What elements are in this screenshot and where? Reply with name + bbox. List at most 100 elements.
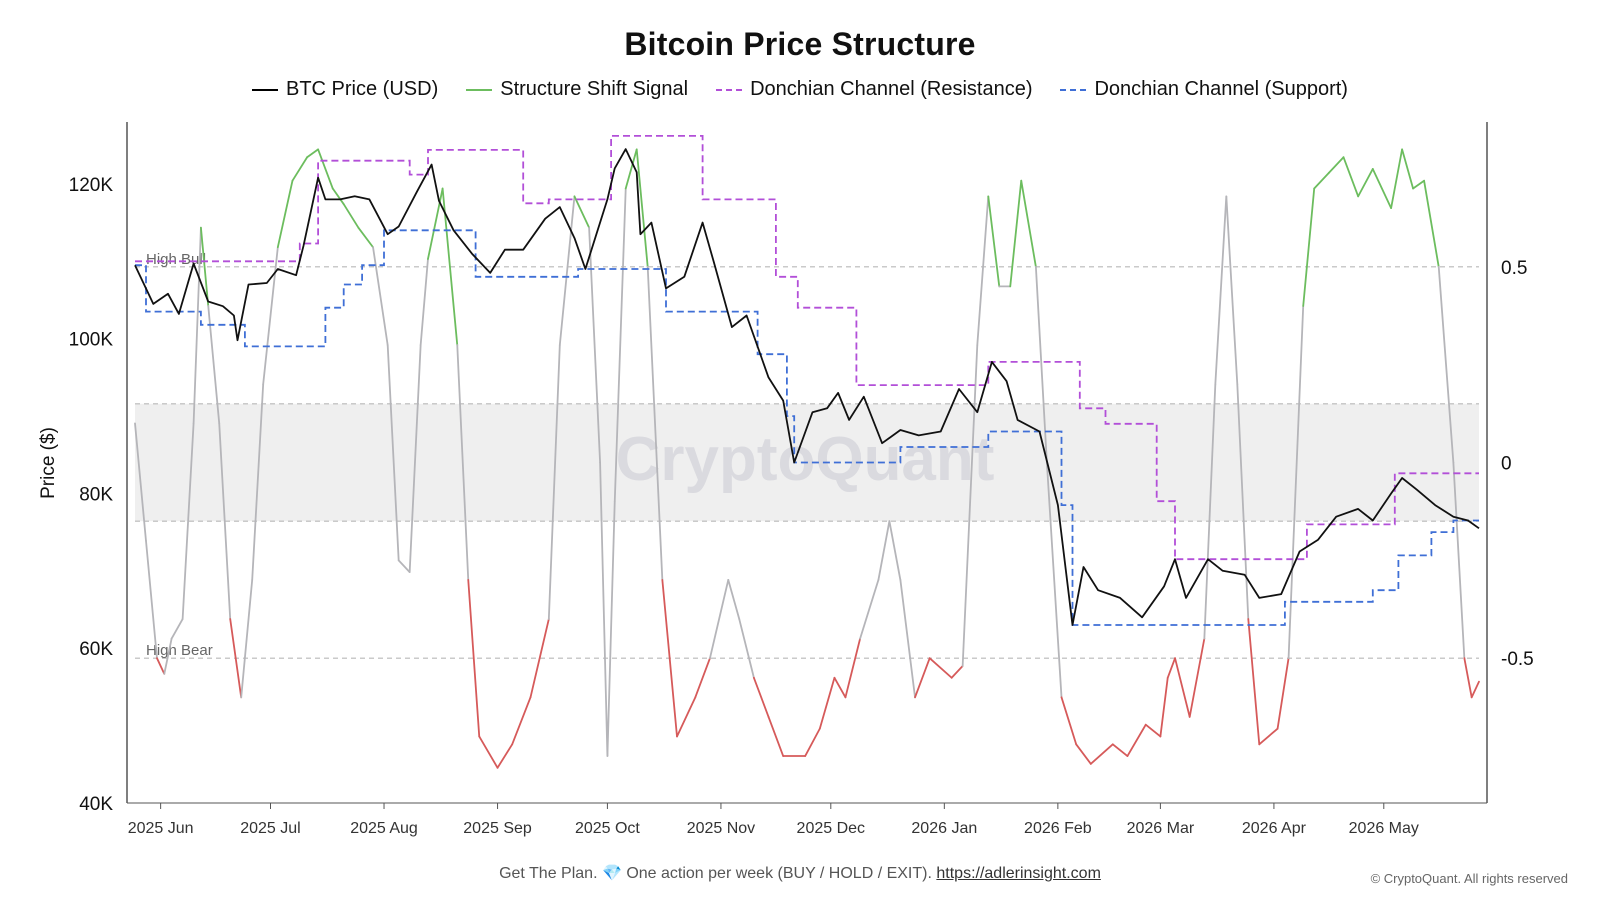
x-tick-label: 2025 Aug [350, 820, 418, 837]
signal-segment [181, 422, 195, 620]
signal-segment [558, 195, 576, 346]
legend-item-support[interactable]: Donchian Channel (Support) [1060, 78, 1348, 101]
signal-segment [709, 579, 730, 660]
signal-segment [1247, 618, 1261, 746]
signal-segment [1126, 723, 1147, 757]
legend-item-signal[interactable]: Structure Shift Signal [466, 78, 688, 101]
signal-segment [357, 226, 374, 249]
signal-segment [317, 148, 334, 190]
x-tick-label: 2026 Feb [1024, 820, 1092, 837]
signal-segment [767, 715, 785, 757]
signal-segment [646, 265, 664, 581]
series-resistance [135, 135, 1479, 561]
signal-segment [342, 203, 360, 229]
signal-segment [888, 520, 902, 581]
signal-segment [1412, 179, 1425, 190]
series-support [135, 229, 1479, 626]
legend-label-resistance: Donchian Channel (Resistance) [750, 78, 1033, 100]
signal-segment [676, 696, 697, 738]
signal-segment [529, 618, 550, 699]
signal-segment [738, 618, 755, 679]
signal-segment [635, 148, 649, 268]
signal-segment [661, 579, 678, 738]
signal-segment [1089, 743, 1114, 765]
signal-segment [192, 226, 202, 425]
signal-segment [804, 727, 821, 757]
signal-segment [1060, 696, 1078, 746]
signal-segment [1342, 156, 1360, 198]
x-tick-label: 2025 Nov [687, 820, 756, 837]
signal-segment [624, 148, 638, 190]
signal-segment [961, 344, 979, 667]
signal-segment [547, 344, 561, 620]
signal-segment [240, 579, 254, 699]
watermark: CryptoQuant [616, 425, 995, 494]
x-tick-label: 2026 Mar [1127, 820, 1195, 837]
chart-legend: BTC Price (USD) Structure Shift Signal D… [0, 78, 1600, 101]
high-bear-label: High Bear [146, 642, 213, 659]
x-tick-label: 2025 Jun [128, 820, 194, 837]
footer-link[interactable]: https://adlerinsight.com [936, 865, 1101, 882]
signal-segment [1111, 743, 1129, 757]
signal-segment [1034, 265, 1048, 464]
signal-segment [331, 187, 345, 206]
chart-title: Bitcoin Price Structure [624, 26, 976, 62]
signal-segment [1401, 148, 1414, 190]
signal-segment [1313, 171, 1330, 190]
signal-segment [478, 735, 499, 769]
signal-segment [276, 179, 294, 249]
signal-segment [218, 422, 232, 620]
legend-swatch-support [1060, 88, 1087, 91]
signal-segment [1009, 179, 1023, 288]
signal-segment [599, 461, 609, 757]
y-tick-label: 60K [79, 639, 113, 660]
signal-segment [1390, 148, 1403, 210]
copyright: © CryptoQuant. All rights reserved [1370, 871, 1568, 886]
signal-segment [1470, 680, 1480, 699]
legend-item-price[interactable]: BTC Price (USD) [252, 78, 438, 101]
signal-segment [1302, 187, 1316, 307]
signal-segment [899, 579, 916, 699]
signal-segment [1214, 195, 1228, 386]
signal-segment [427, 187, 444, 260]
signal-segment [134, 422, 147, 542]
signal-segment [1423, 179, 1440, 268]
signal-segment [511, 696, 532, 746]
y-tick-label: 40K [79, 794, 113, 815]
legend-swatch-signal [466, 88, 493, 91]
signal-segment [976, 195, 990, 346]
signal-segment [1203, 383, 1217, 640]
signal-segment [1463, 657, 1473, 699]
signal-segment [163, 637, 173, 675]
legend-item-resistance[interactable]: Donchian Channel (Resistance) [716, 78, 1032, 101]
signal-segment [170, 618, 184, 640]
signal-segment [408, 344, 422, 573]
y-tick-label: 100K [69, 330, 114, 351]
signal-segment [752, 676, 770, 718]
signal-segment [306, 148, 320, 159]
signal-segment [1357, 168, 1374, 198]
signal-segment [145, 539, 158, 660]
signal-segment [914, 657, 931, 699]
x-tick-label: 2026 May [1349, 820, 1419, 837]
legend-swatch-resistance [716, 88, 743, 91]
series-price [134, 148, 1480, 626]
legend-label-signal: Structure Shift Signal [500, 78, 689, 100]
signal-segment [156, 657, 166, 675]
signal-segment [1144, 723, 1162, 738]
signal-segment [397, 559, 411, 573]
high-bull-label: High Bull [146, 251, 206, 268]
signal-segment [1020, 179, 1037, 268]
signal-segment [1258, 727, 1279, 746]
x-tick-label: 2025 Oct [575, 820, 640, 837]
signal-segment [372, 246, 389, 346]
signal-segment [833, 676, 847, 699]
signal-segment [844, 637, 862, 699]
signal-segment [1452, 461, 1466, 660]
y-tick-label: 80K [79, 484, 113, 505]
x-tick-label: 2025 Sep [463, 820, 532, 837]
signal-segment [818, 676, 836, 730]
y2-tick-label: 0.5 [1501, 258, 1527, 279]
x-tick-label: 2026 Jan [911, 820, 977, 837]
